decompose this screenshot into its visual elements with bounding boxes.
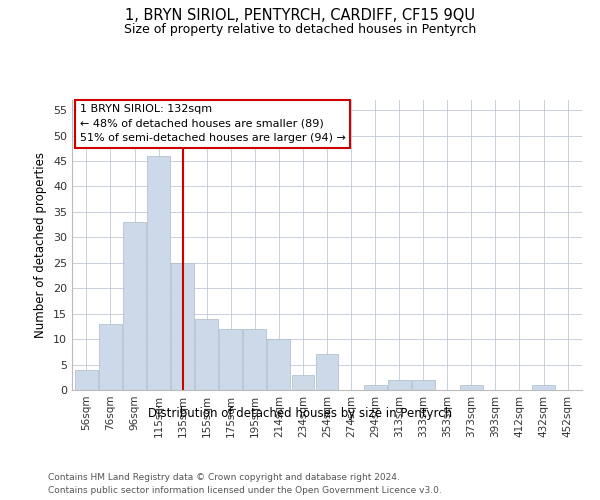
Bar: [316, 354, 338, 390]
Bar: [460, 385, 483, 390]
Bar: [75, 370, 98, 390]
Bar: [412, 380, 434, 390]
Bar: [123, 222, 146, 390]
Bar: [292, 374, 314, 390]
Text: 1 BRYN SIRIOL: 132sqm
← 48% of detached houses are smaller (89)
51% of semi-deta: 1 BRYN SIRIOL: 132sqm ← 48% of detached …: [80, 104, 346, 143]
Bar: [147, 156, 170, 390]
Text: Distribution of detached houses by size in Pentyrch: Distribution of detached houses by size …: [148, 408, 452, 420]
Bar: [532, 385, 555, 390]
Bar: [388, 380, 410, 390]
Bar: [364, 385, 386, 390]
Bar: [99, 324, 122, 390]
Y-axis label: Number of detached properties: Number of detached properties: [34, 152, 47, 338]
Text: Size of property relative to detached houses in Pentyrch: Size of property relative to detached ho…: [124, 22, 476, 36]
Bar: [195, 319, 218, 390]
Text: 1, BRYN SIRIOL, PENTYRCH, CARDIFF, CF15 9QU: 1, BRYN SIRIOL, PENTYRCH, CARDIFF, CF15 …: [125, 8, 475, 22]
Bar: [171, 263, 194, 390]
Text: Contains HM Land Registry data © Crown copyright and database right 2024.
Contai: Contains HM Land Registry data © Crown c…: [48, 474, 442, 495]
Bar: [268, 339, 290, 390]
Bar: [244, 329, 266, 390]
Bar: [220, 329, 242, 390]
